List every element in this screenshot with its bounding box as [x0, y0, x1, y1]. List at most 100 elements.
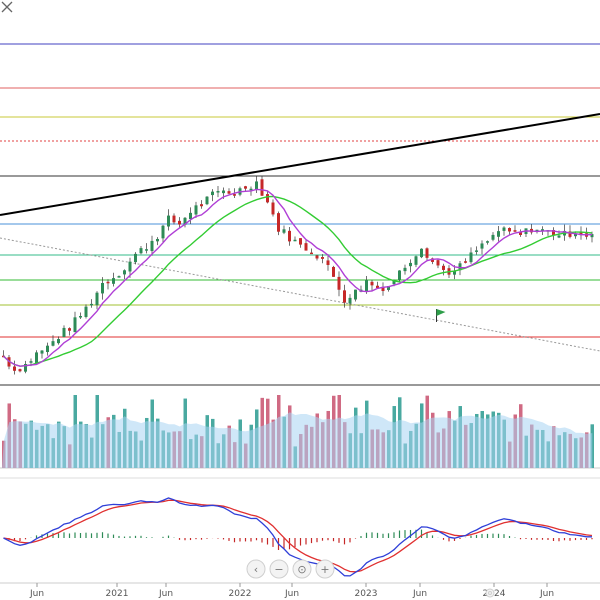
- candle-body: [172, 215, 176, 223]
- candle-body: [436, 260, 440, 266]
- candle-body: [420, 248, 423, 258]
- candle-body: [458, 263, 462, 271]
- candle-body: [90, 303, 93, 306]
- flag-cloth: [436, 309, 446, 316]
- candle-body: [480, 243, 484, 249]
- pan-left-button[interactable]: ‹: [246, 559, 266, 579]
- minus-icon: −: [274, 563, 283, 576]
- reset-button[interactable]: ⊙: [292, 559, 312, 579]
- candle-body: [392, 280, 396, 285]
- candle-body: [13, 366, 16, 371]
- gear-icon[interactable]: [485, 588, 495, 598]
- candle-body: [35, 352, 38, 364]
- toolbar-button-circle: [292, 559, 312, 579]
- candle-body: [431, 258, 434, 262]
- candle-body: [535, 229, 539, 232]
- candle-body: [425, 248, 429, 258]
- x-tick-label: 2022: [229, 589, 252, 599]
- candle-body: [348, 297, 352, 304]
- macd-line: [3, 497, 592, 577]
- zoom-out-button[interactable]: −: [269, 559, 289, 579]
- expand-arrows-lines: [1, 1, 13, 13]
- candle-body: [40, 350, 44, 354]
- candle-body: [200, 204, 203, 207]
- candle-body: [343, 290, 346, 303]
- candle-body: [79, 316, 82, 318]
- candle-body: [156, 238, 159, 242]
- candle-body: [398, 270, 401, 280]
- trendline-upper: [0, 113, 600, 216]
- candle-body: [216, 191, 220, 193]
- candle-body: [51, 341, 55, 346]
- candle-body: [233, 194, 236, 196]
- candle-body: [502, 227, 506, 231]
- candle-body: [469, 252, 473, 263]
- candle-body: [370, 281, 374, 286]
- trendline-lower: [0, 237, 600, 352]
- candle-body: [244, 186, 247, 189]
- candle-body: [574, 233, 577, 237]
- candle-body: [288, 230, 291, 242]
- x-tick-label: 2021: [106, 589, 129, 599]
- x-tick-label: Jun: [158, 589, 173, 599]
- reset-icon: ⊙: [297, 563, 306, 576]
- x-tick-label: Jun: [412, 589, 427, 599]
- candle-body: [95, 292, 99, 306]
- candle-body: [101, 282, 104, 294]
- x-tick-label: Jun: [539, 589, 554, 599]
- expand-arrows-icon[interactable]: [1, 1, 13, 13]
- candle-body: [315, 255, 319, 259]
- candle-body: [73, 317, 77, 333]
- candle-body: [332, 266, 335, 277]
- candle-body: [123, 270, 126, 275]
- candle-body: [299, 238, 302, 245]
- candle-body: [442, 265, 445, 270]
- candle-body: [112, 278, 115, 284]
- zoom-in-button[interactable]: +: [315, 559, 335, 579]
- candle-body: [57, 339, 60, 344]
- candle-body: [106, 281, 110, 284]
- chevron-left-icon: ‹: [254, 563, 258, 576]
- candle-body: [475, 250, 478, 252]
- toolbar-button-circle: [315, 559, 335, 579]
- volume-average-area: [2, 412, 593, 468]
- candle-body: [365, 280, 368, 292]
- candle-body: [178, 220, 181, 225]
- candle-body: [387, 286, 390, 290]
- candle-body: [222, 190, 225, 194]
- candle-body: [117, 276, 121, 278]
- candle-body: [249, 188, 253, 191]
- macd-signal-line: [3, 499, 593, 573]
- candle-body: [62, 327, 66, 337]
- candle-body: [513, 230, 517, 232]
- candle-body: [145, 249, 148, 251]
- candle-body: [150, 240, 154, 252]
- candle-body: [255, 181, 258, 189]
- candle-body: [464, 261, 467, 263]
- candle-body: [282, 229, 286, 233]
- candle-body: [354, 289, 357, 300]
- candle-body: [557, 235, 561, 238]
- toolbar-button-circle: [269, 559, 289, 579]
- candle-body: [189, 212, 192, 219]
- candle-body: [337, 276, 341, 290]
- candle-body: [134, 253, 137, 263]
- candle-body: [497, 231, 500, 237]
- candle-body: [167, 215, 170, 227]
- candle-body: [271, 202, 275, 215]
- candle-body: [293, 239, 297, 242]
- candle-body: [381, 286, 385, 292]
- candle-body: [486, 241, 489, 243]
- x-tick-label: Jun: [29, 589, 44, 599]
- candle-body: [304, 243, 308, 251]
- candle-body: [18, 369, 22, 372]
- toolbar-button-circle: [246, 559, 266, 579]
- flag-icon: [436, 309, 446, 322]
- candle-body: [590, 234, 594, 238]
- candle-body: [24, 364, 27, 372]
- candle-body: [403, 267, 407, 272]
- candle-body: [491, 234, 495, 240]
- candle-body: [128, 261, 132, 272]
